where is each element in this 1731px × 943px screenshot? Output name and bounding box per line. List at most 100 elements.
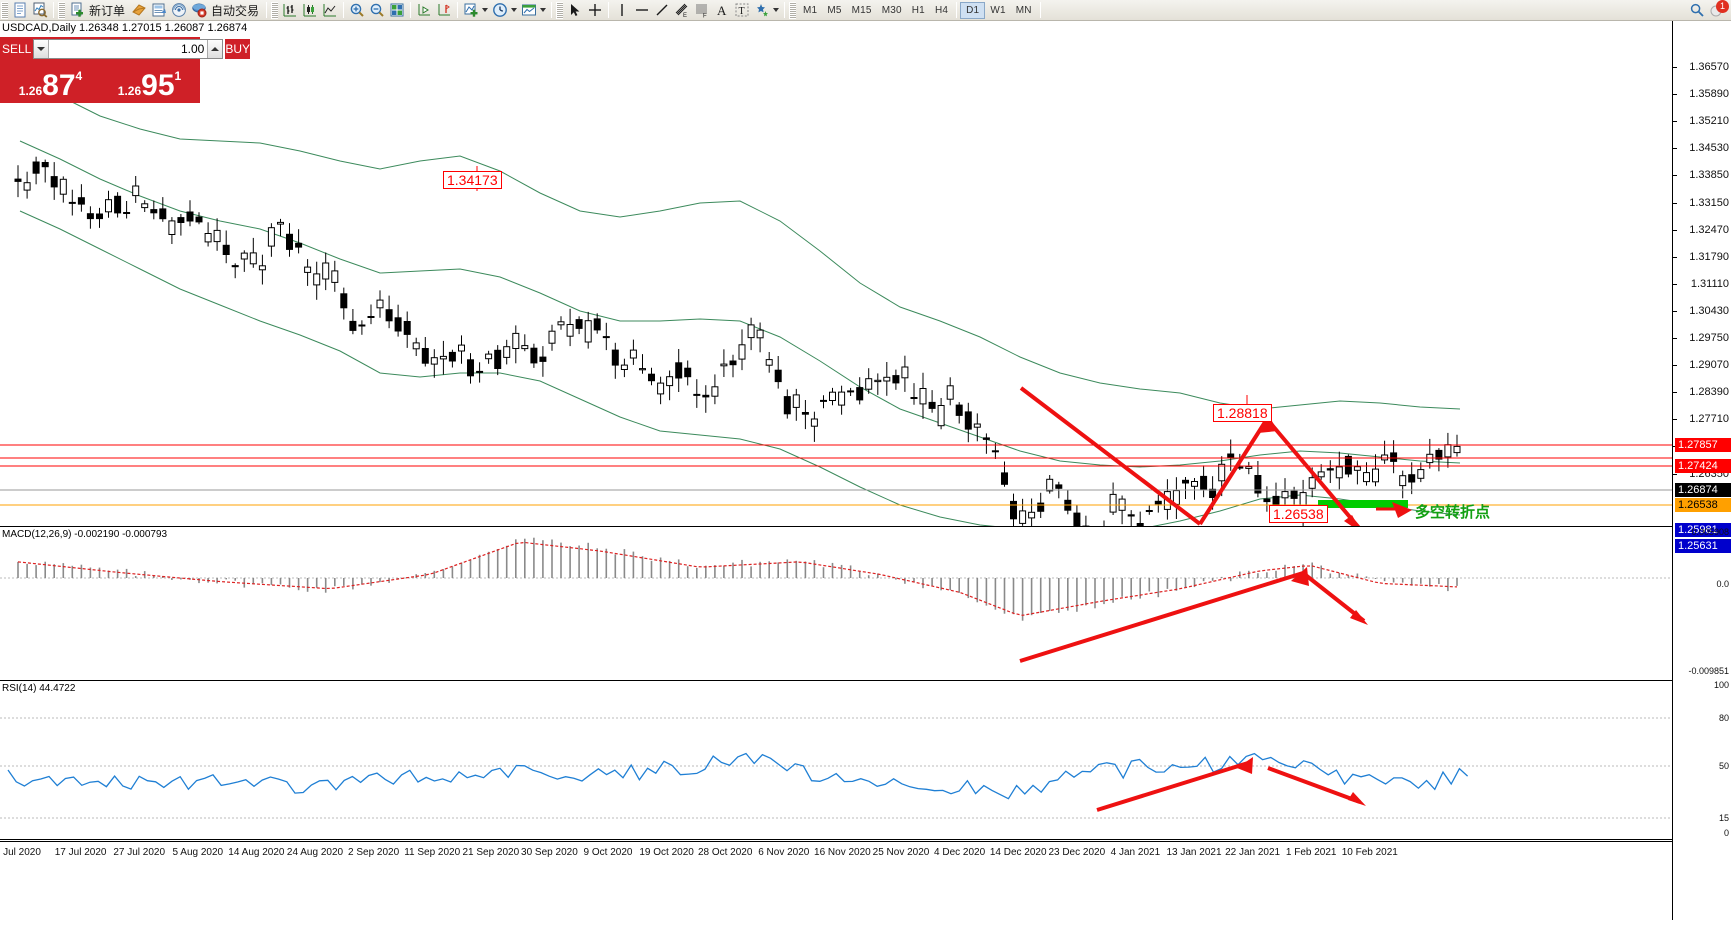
volume-field[interactable] [33,39,224,59]
add-indicator-icon-button[interactable] [461,1,490,20]
signals-icon-button[interactable] [169,1,189,20]
candlestick-chart-icon-button[interactable] [300,1,320,20]
svg-text:T: T [739,6,745,17]
market-watch-icon-button[interactable] [30,1,50,20]
timeframe-m30[interactable]: M30 [881,4,902,16]
timeframe-h4[interactable]: H4 [934,4,949,16]
macd-title: MACD(12,26,9) -0.002190 -0.000793 [2,529,168,540]
rsi-axis-label: 80 [1718,713,1729,723]
date-axis-label: 22 Jan 2021 [1225,847,1281,858]
vertical-line-icon-button[interactable] [612,1,632,20]
shapes-icon-button[interactable] [752,1,781,20]
fibonacci-icon-button[interactable]: F [692,1,712,20]
price-axis[interactable]: 1.36570 1.35890 1.35210 1.34530 1.33850 1.331… [1672,21,1731,920]
new-chart-icon-button[interactable] [10,1,30,20]
date-axis[interactable]: Jul 2020 17 Jul 2020 27 Jul 2020 5 Aug 2020… [0,841,1672,863]
price-axis-label: 1.31790 [1689,250,1729,263]
notification-icon-button[interactable]: 1 [1707,0,1729,20]
rsi-axis-label: 0 [1723,828,1729,838]
text-label-icon-button[interactable]: T [732,1,752,20]
bar-chart-icon-button[interactable] [280,1,300,20]
chevron-down-icon-2[interactable] [511,8,518,12]
data-window-icon-button[interactable] [387,1,407,20]
auto-scroll-icon-button[interactable] [414,1,434,20]
line-chart-icon-button[interactable] [320,1,340,20]
new-order-button[interactable]: 新订单 [67,1,129,20]
macd-chart-svg [0,537,1672,663]
price-axis-label: 1.31110 [1690,277,1729,290]
crosshair-icon-button[interactable] [585,1,605,20]
template-icon-button[interactable] [519,1,548,20]
price-axis-badge-blue: 1.25981 [1675,523,1731,537]
chevron-down-icon-4[interactable] [773,8,780,12]
timeframe-h1[interactable]: H1 [911,4,925,16]
chevron-down-icon[interactable] [482,8,489,12]
date-axis-label: 25 Nov 2020 [872,847,930,858]
timeframe-d1[interactable]: D1 [960,1,986,19]
toolbar-grip-4[interactable] [556,1,564,19]
autotrading-label: 自动交易 [211,3,260,18]
price-axis-tick [1673,202,1677,204]
date-axis-label: 13 Jan 2021 [1166,847,1222,858]
price-axis-tick [1673,392,1677,394]
rsi-axis-label: 100 [1713,680,1729,690]
equidistant-channel-icon-button[interactable]: E [672,1,692,20]
price-axis-label: 1.29750 [1689,332,1729,344]
toolbar-separator-3 [343,2,345,18]
period-clock-icon-button[interactable] [490,1,519,20]
metaeditor-icon-button[interactable] [129,1,149,20]
toolbar-grip-3[interactable] [271,1,279,19]
one-click-trading-panel[interactable]: SELL BUY 1.26 87 4 1.26 95 1 [0,37,251,103]
date-axis-label: 16 Nov 2020 [814,847,871,858]
timeframe-mn[interactable]: MN [1015,4,1032,16]
sell-button[interactable]: SELL [2,39,32,59]
search-icon-button[interactable] [1687,1,1707,20]
chart-shift-icon-button[interactable] [434,1,454,20]
chevron-up-icon-volume [211,47,220,51]
rsi-pane[interactable]: RSI(14) 44.4722 [0,682,1672,840]
volume-input[interactable] [49,40,208,58]
text-icon-button[interactable]: A [712,1,732,20]
price-pane[interactable]: USDCAD,Daily 1.26348 1.27015 1.26087 1.2… [0,21,1672,527]
price-axis-badge-red: 1.27424 [1675,459,1731,473]
timeframe-m1[interactable]: M1 [803,4,818,16]
volume-increment-button[interactable] [207,40,223,58]
zoom-in-icon-button[interactable] [347,1,367,20]
price-axis-tick [1673,148,1677,150]
timeframe-m15[interactable]: M15 [851,4,872,16]
terminal-icon-button[interactable] [149,1,169,20]
date-axis-label: 30 Sep 2020 [521,847,578,858]
date-axis-label: 27 Jul 2020 [113,847,166,858]
macd-pane[interactable]: MACD(12,26,9) -0.002190 -0.000793 [0,528,1672,681]
autotrading-button[interactable]: 自动交易 [189,1,263,20]
horizontal-line-icon-button[interactable] [632,1,652,20]
zoom-out-icon-button[interactable] [367,1,387,20]
buy-button[interactable]: BUY [225,39,251,59]
macd-axis-label: 0.0 [1716,579,1729,589]
chevron-down-icon-3[interactable] [540,8,547,12]
chart-area[interactable]: USDCAD,Daily 1.26348 1.27015 1.26087 1.2… [0,21,1731,943]
timeframe-m5[interactable]: M5 [827,4,842,16]
toolbar-grip[interactable] [1,1,8,19]
rsi-axis-label: 50 [1718,761,1729,771]
mid-label-1: 1.26538 [1269,505,1328,523]
date-axis-label: 14 Aug 2020 [228,847,285,858]
date-axis-label: 6 Nov 2020 [758,847,810,858]
toolbar-grip-5[interactable] [789,1,797,19]
price-axis-label: 1.28390 [1689,386,1729,399]
trendline-icon-button[interactable] [652,1,672,20]
sell-price-big: 87 [42,69,76,102]
date-axis-label: 21 Sep 2020 [462,847,520,858]
toolbar-separator-6 [551,2,553,18]
toolbar-separator [53,2,54,18]
cursor-icon-button[interactable] [565,1,585,20]
toolbar-grip-2[interactable] [58,1,65,19]
price-axis-label: 1.35210 [1689,115,1729,128]
sell-price-cell[interactable]: 1.26 87 4 [2,61,99,101]
volume-decrement-button[interactable] [34,40,50,58]
timeframe-w1[interactable]: W1 [990,4,1006,16]
price-axis-badge-blue: 1.25631 [1675,539,1731,553]
buy-price-cell[interactable]: 1.26 95 1 [101,61,198,101]
price-axis-tick [1673,175,1677,177]
toolbar-separator-8 [784,2,786,18]
